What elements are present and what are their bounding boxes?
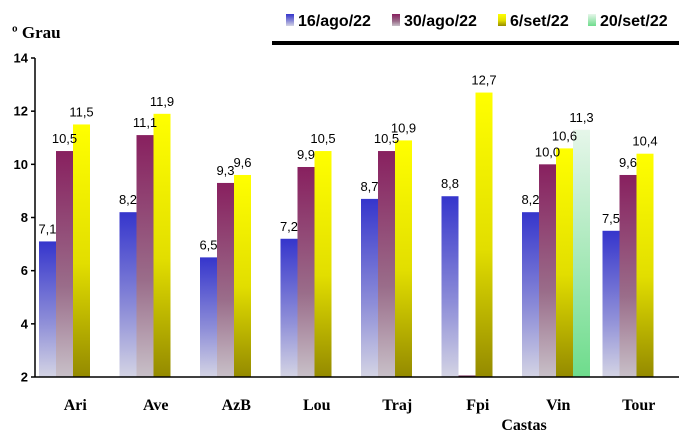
- x-axis-label: Castas: [501, 417, 546, 434]
- data-label: 11,5: [69, 104, 93, 119]
- bar-azb-series-2: [217, 182, 234, 377]
- bar-fpi-series-3: [475, 92, 493, 377]
- y-tick-label: 12: [14, 104, 28, 119]
- legend-label: 30/ago/22: [404, 13, 477, 30]
- x-tick-label: Tour: [622, 397, 655, 414]
- y-tick-label: 8: [21, 210, 28, 225]
- legend-swatch: [498, 14, 506, 26]
- bar-vin-series-4: [573, 129, 590, 377]
- data-label: 11,1: [133, 115, 157, 130]
- data-labels: 7,110,511,58,211,111,96,59,39,67,29,910,…: [38, 73, 657, 253]
- data-label: 9,3: [216, 163, 234, 178]
- bar-lou-series-3: [314, 151, 332, 377]
- data-label: 11,3: [569, 110, 593, 125]
- legend-swatch: [588, 14, 596, 26]
- bar-traj-series-2: [378, 151, 395, 377]
- x-axis-categories: Ari Ave AzB Lou Traj Fpi Vin Tour: [64, 397, 656, 414]
- bar-ari-series-3: [73, 124, 90, 377]
- bar-tour-series-3: [636, 153, 654, 377]
- data-label: 8,7: [360, 179, 378, 194]
- data-label: 10,4: [632, 134, 657, 149]
- data-label: 8,2: [521, 192, 539, 207]
- data-label: 6,5: [199, 237, 217, 252]
- data-label: 10,0: [535, 144, 560, 159]
- data-label: 10,9: [391, 120, 416, 135]
- x-tick-label: Traj: [382, 397, 412, 414]
- legend-label: 16/ago/22: [298, 13, 371, 30]
- x-tick-label: Ave: [143, 397, 168, 414]
- bar-traj-series-3: [395, 140, 412, 377]
- data-label: 10,5: [310, 131, 335, 146]
- bar-tour-series-1: [602, 230, 620, 377]
- x-tick-label: Vin: [546, 397, 570, 414]
- data-label: 9,6: [233, 155, 251, 170]
- bar-ari-series-2: [56, 151, 73, 377]
- data-label: 7,5: [602, 211, 620, 226]
- legend-label: 6/set/22: [510, 13, 569, 30]
- bar-azb-series-1: [200, 257, 217, 377]
- data-label: 7,1: [38, 221, 56, 236]
- data-label: 12,7: [471, 73, 496, 88]
- data-label: 7,2: [280, 219, 298, 234]
- bar-vin-series-1: [522, 212, 539, 377]
- y-tick-label: 2: [21, 370, 28, 385]
- data-label: 11,9: [150, 94, 174, 109]
- legend: 16/ago/22 30/ago/22 6/set/22 20/set/22: [286, 13, 668, 30]
- x-tick-label: Lou: [303, 397, 331, 414]
- y-tick-label: 4: [21, 316, 29, 331]
- bar-lou-series-1: [280, 238, 298, 377]
- bars: [39, 92, 654, 377]
- y-axis-label: º Grau: [12, 23, 61, 42]
- legend-label: 20/set/22: [600, 13, 668, 30]
- bar-tour-series-2: [619, 174, 637, 377]
- bar-ave-series-2: [136, 135, 154, 377]
- bar-vin-series-3: [556, 148, 573, 377]
- bar-lou-series-2: [297, 166, 315, 377]
- bar-ave-series-1: [119, 212, 137, 377]
- data-label: 9,9: [297, 147, 315, 162]
- y-tick-label: 6: [21, 263, 28, 278]
- data-label: 10,5: [52, 131, 77, 146]
- legend-swatch: [392, 14, 400, 26]
- y-axis-ticks: 2 4 6 8 10 12 14: [14, 51, 35, 385]
- legend-swatch: [286, 14, 294, 26]
- data-label: 9,6: [619, 155, 637, 170]
- x-tick-label: AzB: [222, 397, 252, 414]
- y-tick-label: 14: [14, 51, 29, 66]
- data-label: 10,6: [552, 128, 577, 143]
- bar-fpi-series-1: [441, 196, 459, 377]
- bar-ave-series-3: [153, 113, 171, 377]
- x-tick-label: Ari: [64, 397, 88, 414]
- bar-traj-series-1: [361, 198, 378, 377]
- bar-ari-series-1: [39, 241, 56, 377]
- x-tick-label: Fpi: [466, 397, 490, 414]
- bar-azb-series-3: [234, 174, 251, 377]
- bar-vin-series-2: [539, 164, 556, 377]
- data-label: 8,2: [119, 192, 137, 207]
- data-label: 8,8: [441, 176, 459, 191]
- data-label: 10,5: [374, 131, 399, 146]
- y-tick-label: 10: [14, 157, 28, 172]
